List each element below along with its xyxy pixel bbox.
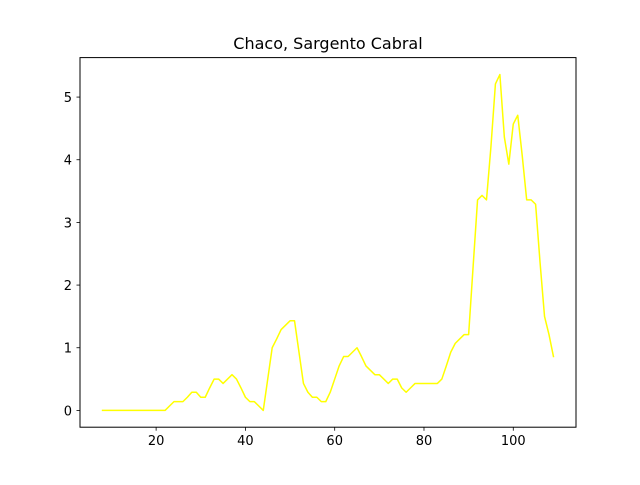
y-tick-label: 4 [64,154,72,169]
x-tick-label: 100 [501,434,526,449]
y-axis: 0 1 2 3 4 5 [64,91,80,419]
series-line [101,73,555,412]
x-tick-label: 80 [416,434,433,449]
y-tick-label: 3 [64,216,72,231]
y-tick-label: 2 [64,279,72,294]
x-axis: 20 40 60 80 100 [148,427,526,449]
y-tick-label: 1 [64,342,72,357]
x-tick-label: 60 [326,434,343,449]
y-tick-label: 0 [64,404,72,419]
plot-area-frame [79,57,577,428]
series-layer [101,73,555,412]
chart-title: Chaco, Sargento Cabral [233,34,422,53]
x-tick-label: 20 [148,434,165,449]
y-tick-label: 5 [64,91,72,106]
x-tick-label: 40 [237,434,254,449]
